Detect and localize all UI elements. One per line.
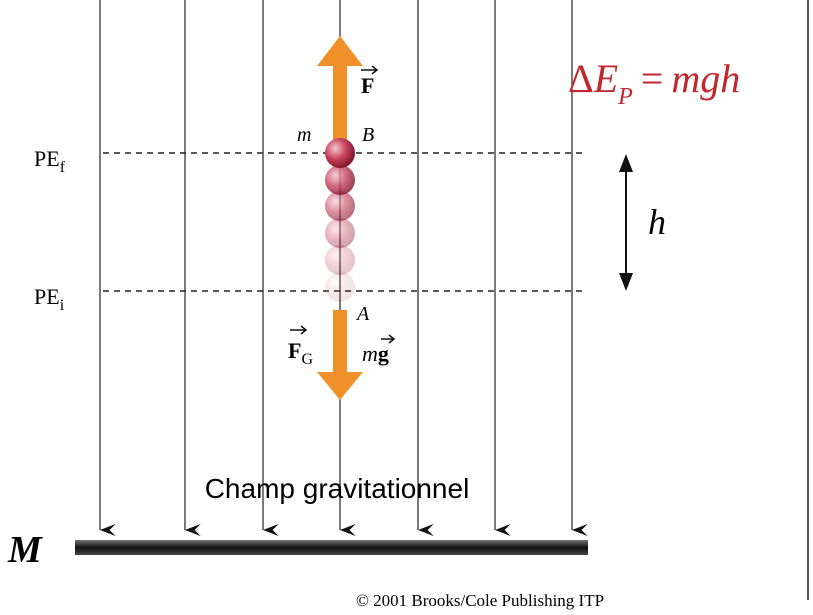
force-gravity-label: FG (288, 338, 313, 368)
field-label: Champ gravitationnel (205, 473, 470, 504)
pe-final: PEf (34, 146, 66, 176)
force-up-arrow (317, 36, 363, 140)
height-label: h (648, 202, 666, 242)
copyright: © 2001 Brooks/Cole Publishing ITP (356, 591, 604, 610)
force-up-label: F (361, 73, 374, 98)
point-b: B (362, 124, 374, 146)
height-arrow (619, 154, 633, 291)
mass-label-top: m (297, 124, 311, 146)
force-down-arrow (317, 310, 363, 400)
vector-arrow (361, 65, 379, 75)
point-a: A (355, 303, 370, 325)
ground (75, 540, 588, 555)
vector-arrow (381, 334, 396, 344)
vector-arrow (290, 325, 308, 335)
balls (325, 138, 355, 302)
equation: ΔEP = mgh (568, 56, 740, 110)
weight-label: mg (362, 341, 389, 366)
pe-initial: PEi (34, 284, 65, 314)
mass-label: M (7, 529, 43, 571)
